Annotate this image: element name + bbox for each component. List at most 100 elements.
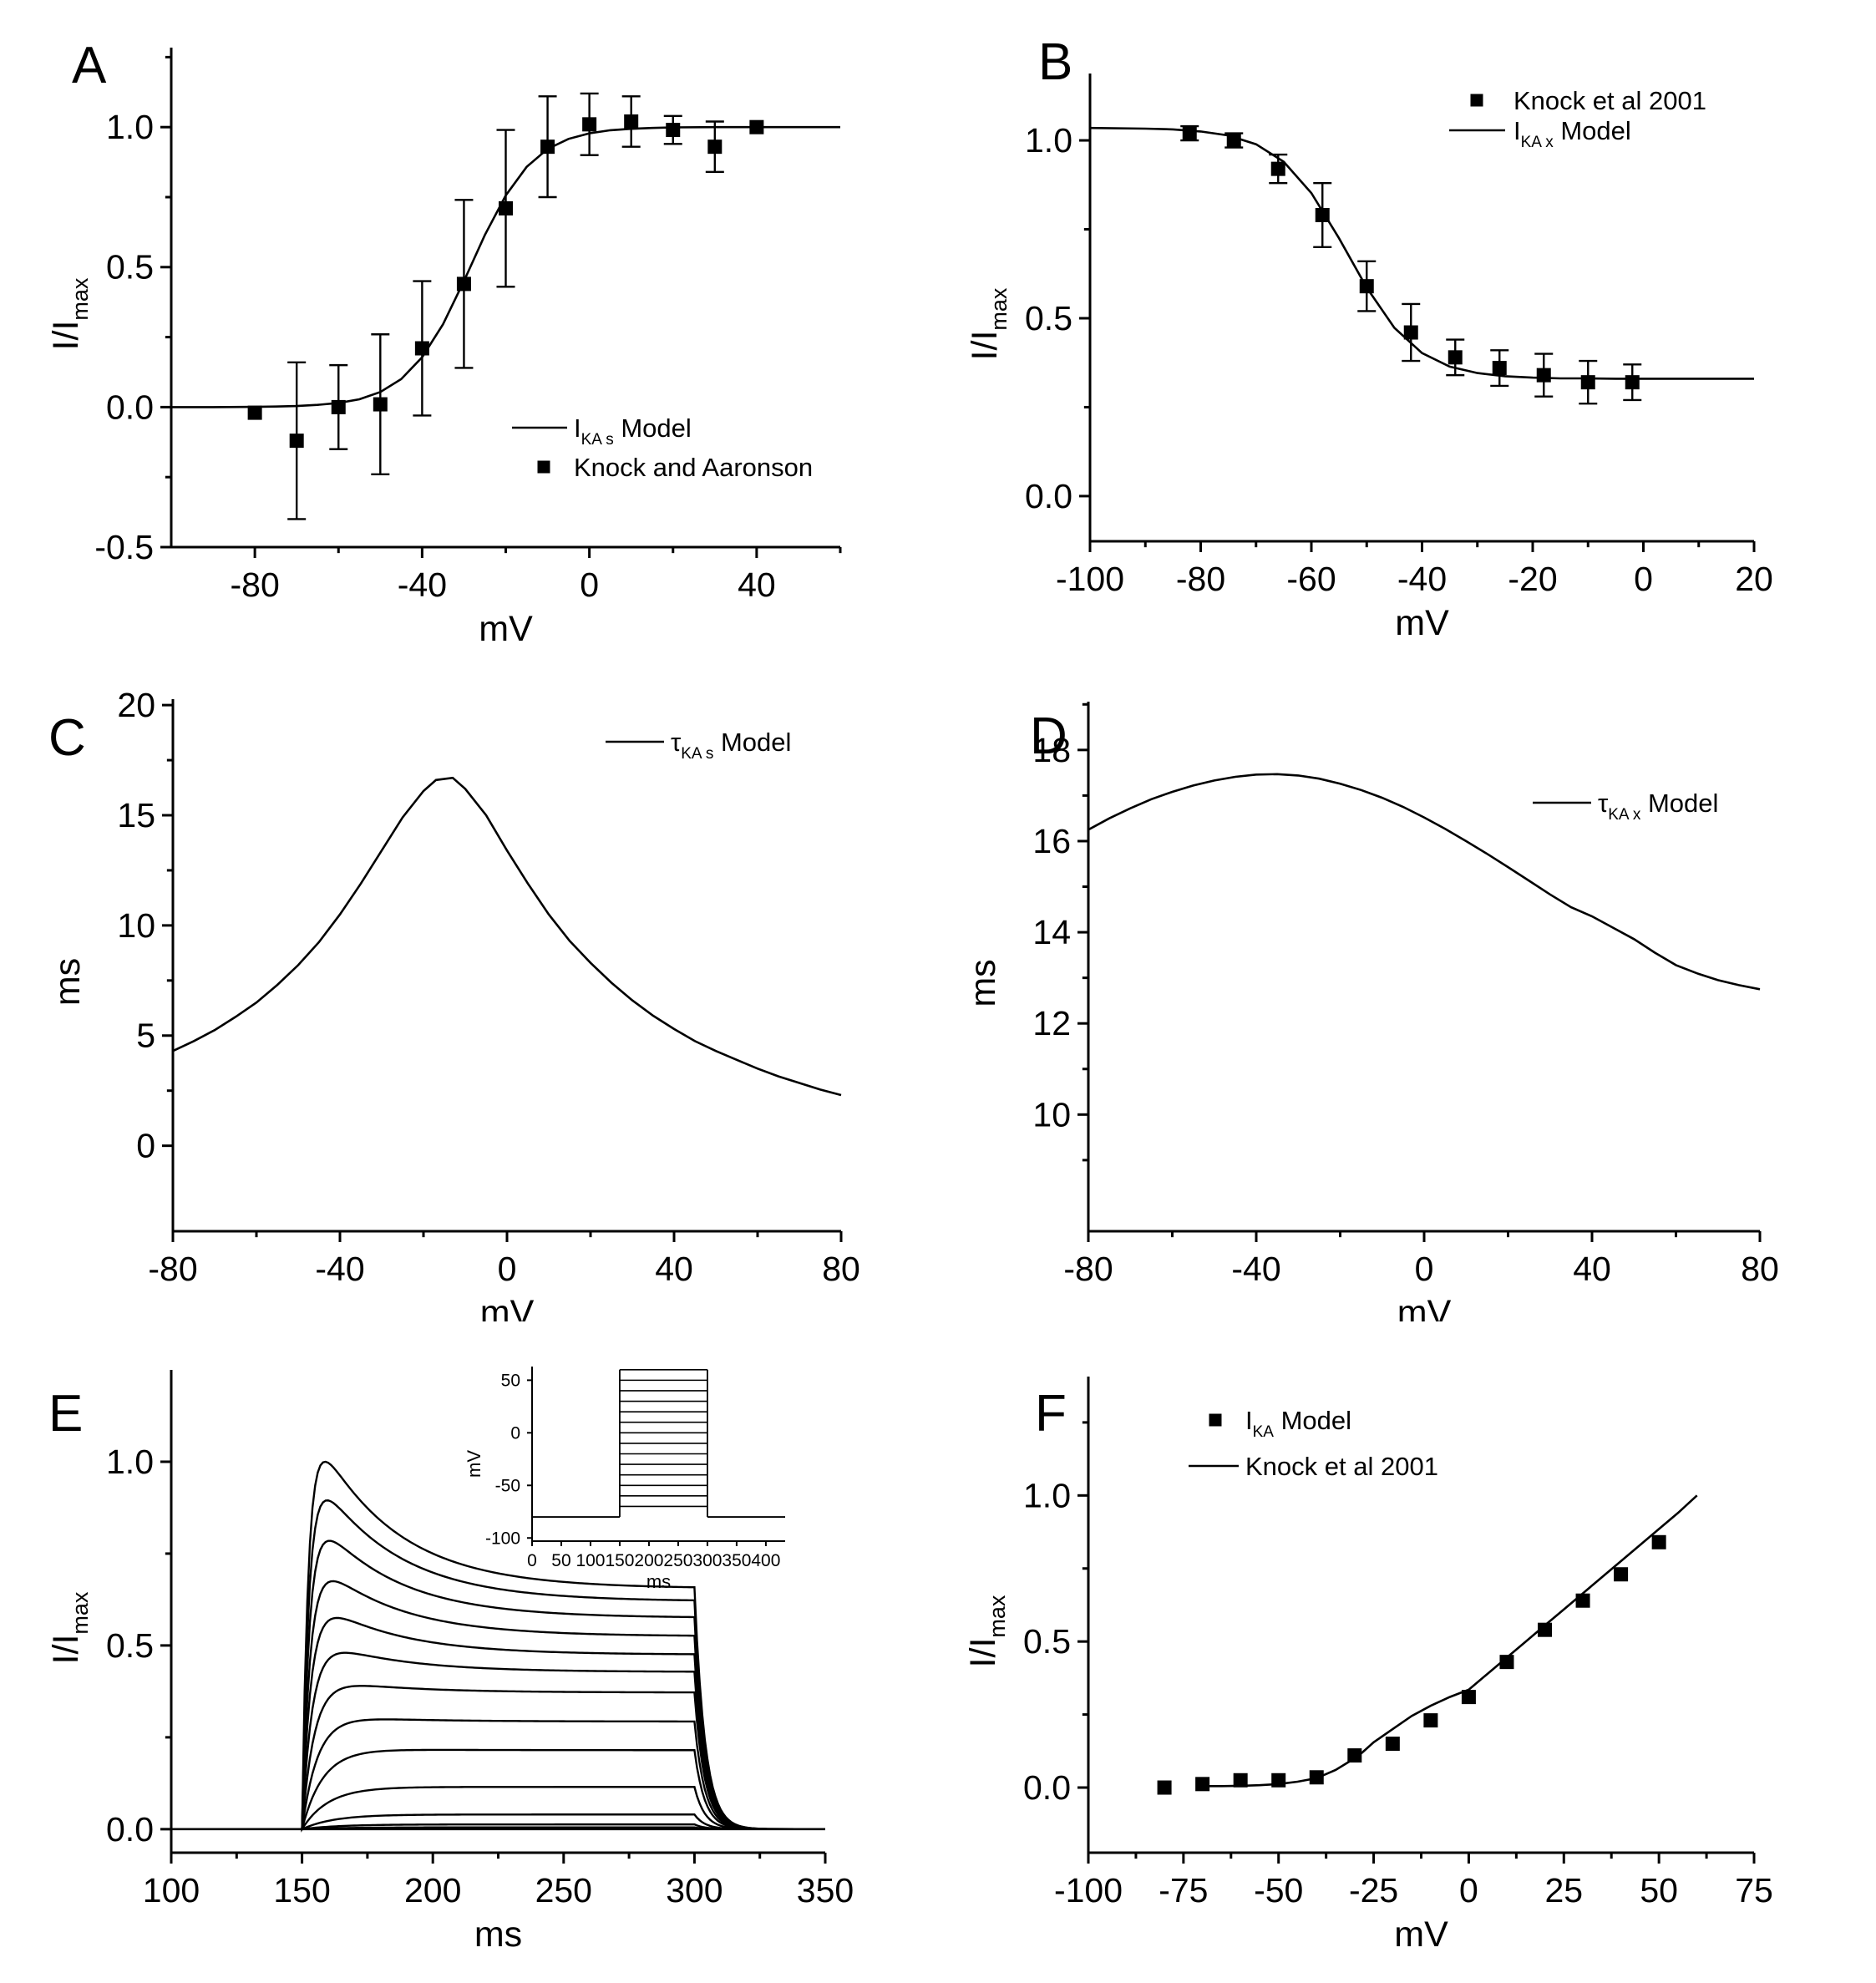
x-tick-label: 0 — [1634, 560, 1653, 598]
axes: -80 -40 0 40 80 10 12 14 16 18 mV ms — [963, 702, 1779, 1321]
data-point-square — [1423, 1713, 1438, 1728]
legend-label: IKA​ Model — [1245, 1406, 1351, 1441]
panel-f-chart: -100 -75 -50 -25 0 25 50 75 0.0 0.5 1.0 mV I/Imax​ IK… — [963, 1377, 1773, 1955]
voltage-steps — [532, 1368, 785, 1518]
legend-square-sample — [1470, 94, 1483, 107]
y-tick-label: 0.0 — [106, 388, 154, 426]
x-tick-label: 0 — [580, 565, 599, 604]
y-tick-label: 50 — [501, 1372, 520, 1391]
x-tick-label: -75 — [1159, 1871, 1208, 1909]
panel-c-chart: -80 -40 0 40 80 0 5 10 15 20 mV ms τKA s​ Model — [48, 686, 860, 1321]
y-tick-label: 0.5 — [106, 1626, 154, 1665]
data-point-square — [499, 200, 513, 216]
x-tick-label: -80 — [148, 1250, 197, 1288]
data-point-square — [1182, 126, 1197, 141]
y-tick-label: 0 — [136, 1127, 155, 1165]
data-point-square — [456, 276, 471, 292]
x-tick-label: 50 — [551, 1551, 570, 1570]
data-point-square — [414, 341, 429, 356]
y-axis-title: I/Imax​ — [46, 277, 93, 350]
series-I_{KA x} Model — [1089, 126, 1754, 380]
data-point-square — [1625, 375, 1640, 390]
data-point-square — [1448, 350, 1463, 365]
y-tick-label: 10 — [117, 906, 155, 945]
current-trace--30mV — [171, 1786, 825, 1833]
y-axis-title: I/Imax​ — [965, 287, 1012, 360]
legend: τKA s​ Model — [606, 728, 791, 763]
data-point-square — [666, 123, 681, 138]
y-tick-label: 15 — [117, 796, 155, 834]
data-point-square — [1492, 361, 1507, 376]
legend-label: IKA x​ Model — [1513, 116, 1631, 151]
x-tick-label: -80 — [1176, 560, 1225, 598]
x-tick-label: 200 — [634, 1551, 663, 1570]
x-axis-title: mV — [1397, 1293, 1452, 1321]
y-tick-label: -50 — [495, 1476, 520, 1495]
x-tick-label: 25 — [1544, 1871, 1583, 1909]
panel-tau-inactivation: D -80 -40 0 40 80 10 12 14 16 18 mV ms τKA x​ Model — [938, 661, 1876, 1321]
x-tick-label: 40 — [655, 1250, 693, 1288]
current-trace-0mV — [171, 1685, 826, 1830]
x-tick-label: -40 — [315, 1250, 364, 1288]
series-current-traces — [171, 1460, 826, 1833]
x-tick-label: -60 — [1286, 560, 1336, 598]
data-point-square — [1536, 368, 1551, 383]
panel-e-chart: 1001502002503003500.00.51.0msI/Imax​0501… — [46, 1367, 854, 1955]
y-tick-label: 10 — [1032, 1095, 1071, 1134]
x-tick-label: 250 — [663, 1551, 692, 1570]
x-axis-title: mV — [1394, 1915, 1448, 1955]
data-point-square — [1614, 1567, 1629, 1582]
data-point-square — [1309, 1770, 1324, 1785]
data-point-square — [1359, 279, 1374, 294]
x-tick-label: -25 — [1349, 1871, 1398, 1909]
x-tick-label: 100 — [575, 1551, 605, 1570]
x-tick-label: 50 — [1640, 1871, 1678, 1909]
data-point-square — [1575, 1593, 1590, 1608]
legend-label: τKA x​ Model — [1598, 789, 1718, 824]
panel-letter-e: E — [48, 1385, 84, 1443]
legend-label: τKA s​ Model — [671, 728, 791, 763]
x-axis-title: ms — [474, 1915, 522, 1955]
data-point-square — [1233, 1773, 1248, 1788]
panel-d-chart: -80 -40 0 40 80 10 12 14 16 18 mV ms τKA x​ Model — [963, 702, 1779, 1321]
series-I_{KA} Model — [1157, 1534, 1666, 1795]
y-tick-label: 0.5 — [1025, 299, 1072, 337]
legend-label: Knock et al 2001 — [1513, 86, 1706, 115]
y-tick-label: 0.0 — [1025, 477, 1072, 515]
data-point-square — [1226, 133, 1241, 148]
current-trace-30mV — [171, 1580, 826, 1830]
data-point-square — [1499, 1655, 1514, 1670]
x-tick-label: 300 — [666, 1871, 723, 1909]
x-tick-label: -50 — [1254, 1871, 1303, 1909]
current-trace--50mV — [171, 1823, 826, 1831]
x-tick-label: 75 — [1735, 1871, 1773, 1909]
data-point-square — [1271, 1773, 1286, 1788]
y-tick-label: 12 — [1032, 1004, 1071, 1042]
legend-label: Knock et al 2001 — [1245, 1452, 1438, 1481]
x-tick-label: 350 — [797, 1871, 854, 1909]
data-point-square — [1538, 1622, 1553, 1637]
y-tick-label: 5 — [136, 1017, 155, 1055]
series-Knock et al 2001 — [1202, 1494, 1698, 1788]
x-tick-label: -80 — [1063, 1250, 1113, 1288]
y-tick-label: 1.0 — [106, 108, 154, 146]
x-tick-label: 0 — [498, 1250, 517, 1288]
x-tick-label: 80 — [822, 1250, 860, 1288]
x-tick-label: -20 — [1508, 560, 1557, 598]
y-tick-label: 0.0 — [106, 1810, 154, 1849]
data-point-square — [1195, 1777, 1210, 1792]
x-tick-label: 300 — [692, 1551, 722, 1570]
data-point-square — [624, 114, 639, 129]
current-trace-10mV — [171, 1651, 826, 1830]
y-tick-label: 1.0 — [1025, 121, 1072, 160]
panel-a-chart: -80 -40 0 40 -0.5 0.0 0.5 1.0 mV I/Imax​ IKA s​ Mo… — [46, 48, 842, 649]
x-tick-label: 0 — [527, 1551, 537, 1570]
x-tick-label: 150 — [273, 1871, 330, 1909]
panel-tau-activation: C -80 -40 0 40 80 0 5 10 15 20 mV ms τKA s​ Model — [0, 661, 938, 1321]
panel-activation-curve: A -80 -40 0 40 -0.5 0.0 0.5 1.0 mV I/Imax​ IKA s​ … — [0, 0, 938, 661]
data-point-square — [582, 117, 597, 132]
current-trace--40mV — [171, 1813, 826, 1831]
panel-letter-a: A — [72, 37, 107, 94]
legend: τKA x​ Model — [1533, 789, 1718, 824]
